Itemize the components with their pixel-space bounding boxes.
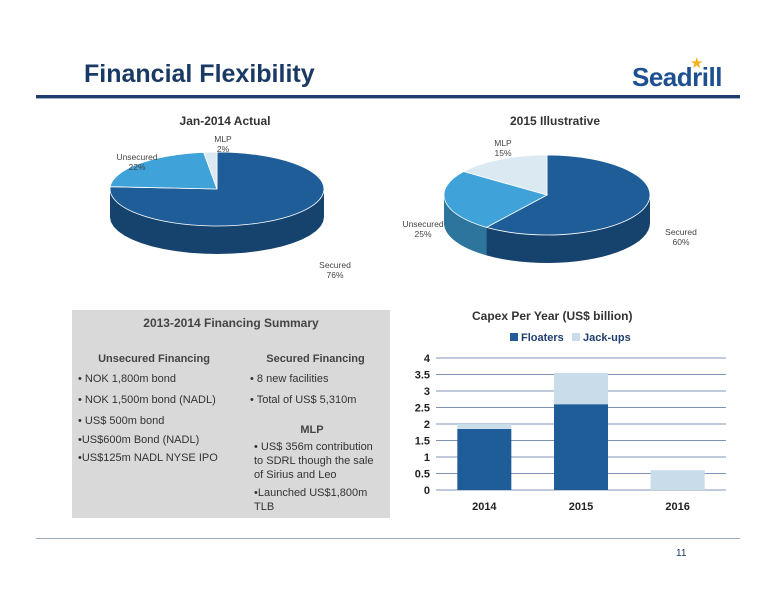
label-value: 15% — [494, 148, 512, 158]
y-tick-label: 1 — [424, 452, 430, 464]
unsecured-financing-heading: Unsecured Financing — [98, 353, 210, 365]
pie-slice-mlp — [462, 154, 548, 196]
bar-jack-ups-2016 — [650, 470, 705, 490]
pie-label-unsecured-2015: Unsecured 25% — [398, 219, 448, 239]
secured-item: • Total of US$ 5,310m — [250, 394, 357, 406]
capex-bar-chart: Floaters Jack-ups 0 0.5 1 1.5 2 2.5 3 3.5 4 2014 201… — [415, 332, 726, 513]
legend-label-jack-ups: Jack-ups — [583, 332, 631, 344]
y-tick-label: 3.5 — [415, 370, 430, 382]
bar-floaters-2015 — [554, 404, 608, 490]
x-tick-label: 2016 — [665, 501, 689, 513]
unsecured-item: • NOK 1,500m bond (NADL) — [78, 394, 216, 406]
secured-item: • 8 new facilities — [250, 373, 329, 385]
label-name: MLP — [214, 134, 232, 144]
label-name: Unsecured — [116, 152, 158, 162]
financing-summary-panel: 2013-2014 Financing Summary Unsecured Fi… — [72, 310, 390, 518]
label-value: 2% — [216, 144, 230, 154]
chart-legend: Floaters Jack-ups — [510, 332, 631, 344]
logo-text: Seadrill — [632, 62, 722, 92]
pie-label-secured: Secured 76% — [310, 260, 360, 280]
unsecured-item: • NOK 1,800m bond — [78, 373, 177, 385]
star-icon: ★ — [690, 55, 704, 72]
label-value: 76% — [326, 270, 344, 280]
x-tick-label: 2014 — [472, 501, 497, 513]
y-tick-label: 3 — [424, 386, 430, 398]
pie-label-mlp: MLP 2% — [198, 134, 248, 154]
unsecured-item: •US$600m Bond (NADL) — [78, 434, 200, 446]
pie-title-jan-2014: Jan-2014 Actual — [179, 114, 271, 128]
mlp-heading: MLP — [300, 424, 324, 436]
pie-slice-unsecured — [443, 171, 549, 228]
page-title: Financial Flexibility — [84, 60, 315, 88]
y-tick-label: 4 — [424, 353, 431, 365]
y-tick-label: 2 — [424, 419, 430, 431]
mlp-item: •Launched US$1,800m TLB — [254, 487, 368, 513]
bar-floaters-2014 — [457, 428, 512, 490]
pie-chart-jan-2014 — [109, 151, 325, 254]
y-tick-label: 0 — [424, 485, 430, 497]
label-value: 60% — [672, 237, 690, 247]
pie-slice-secured — [109, 151, 325, 227]
unsecured-item: •US$125m NADL NYSE IPO — [78, 452, 218, 464]
header-divider-thin — [36, 98, 740, 99]
mlp-item: • US$ 356m contribution to SDRL though t… — [254, 441, 374, 481]
header-divider — [36, 95, 740, 98]
pie-side-secured — [110, 189, 324, 254]
label-name: Secured — [665, 227, 697, 237]
label-value: 25% — [414, 229, 432, 239]
page-number: 11 — [676, 548, 687, 559]
secured-financing-heading: Secured Financing — [266, 353, 365, 365]
pie-slice-mlp — [203, 151, 218, 190]
legend-swatch-jack-ups — [572, 333, 580, 341]
footer-divider — [36, 538, 740, 539]
unsecured-item: • US$ 500m bond — [78, 415, 165, 427]
pie-slice-secured — [485, 154, 651, 236]
pie-label-secured-2015: Secured 60% — [656, 227, 706, 247]
pie-slice-unsecured — [109, 151, 218, 190]
x-tick-label: 2015 — [569, 501, 593, 513]
label-name: Secured — [319, 260, 351, 270]
bar-jack-ups-2015 — [554, 372, 608, 405]
pie-title-2015: 2015 Illustrative — [509, 114, 601, 128]
bar-jack-ups-2014 — [457, 424, 512, 429]
pie-side-unsecured — [444, 195, 487, 256]
summary-title: 2013-2014 Financing Summary — [143, 316, 319, 330]
chart-title: Capex Per Year (US$ billion) — [472, 309, 633, 323]
seadrill-logo: Seadrill ★ — [632, 55, 732, 92]
pie-label-unsecured: Unsecured 22% — [112, 152, 162, 172]
legend-swatch-floaters — [510, 333, 518, 341]
label-name: MLP — [494, 138, 512, 148]
pie-side-secured — [486, 195, 650, 263]
pie-label-mlp-2015: MLP 15% — [478, 138, 528, 158]
label-value: 22% — [128, 162, 146, 172]
y-tick-label: 2.5 — [415, 403, 430, 415]
y-tick-label: 0.5 — [415, 469, 430, 481]
label-name: Unsecured — [402, 219, 444, 229]
legend-label-floaters: Floaters — [521, 332, 564, 344]
pie-chart-2015 — [443, 154, 651, 263]
y-tick-label: 1.5 — [415, 436, 430, 448]
